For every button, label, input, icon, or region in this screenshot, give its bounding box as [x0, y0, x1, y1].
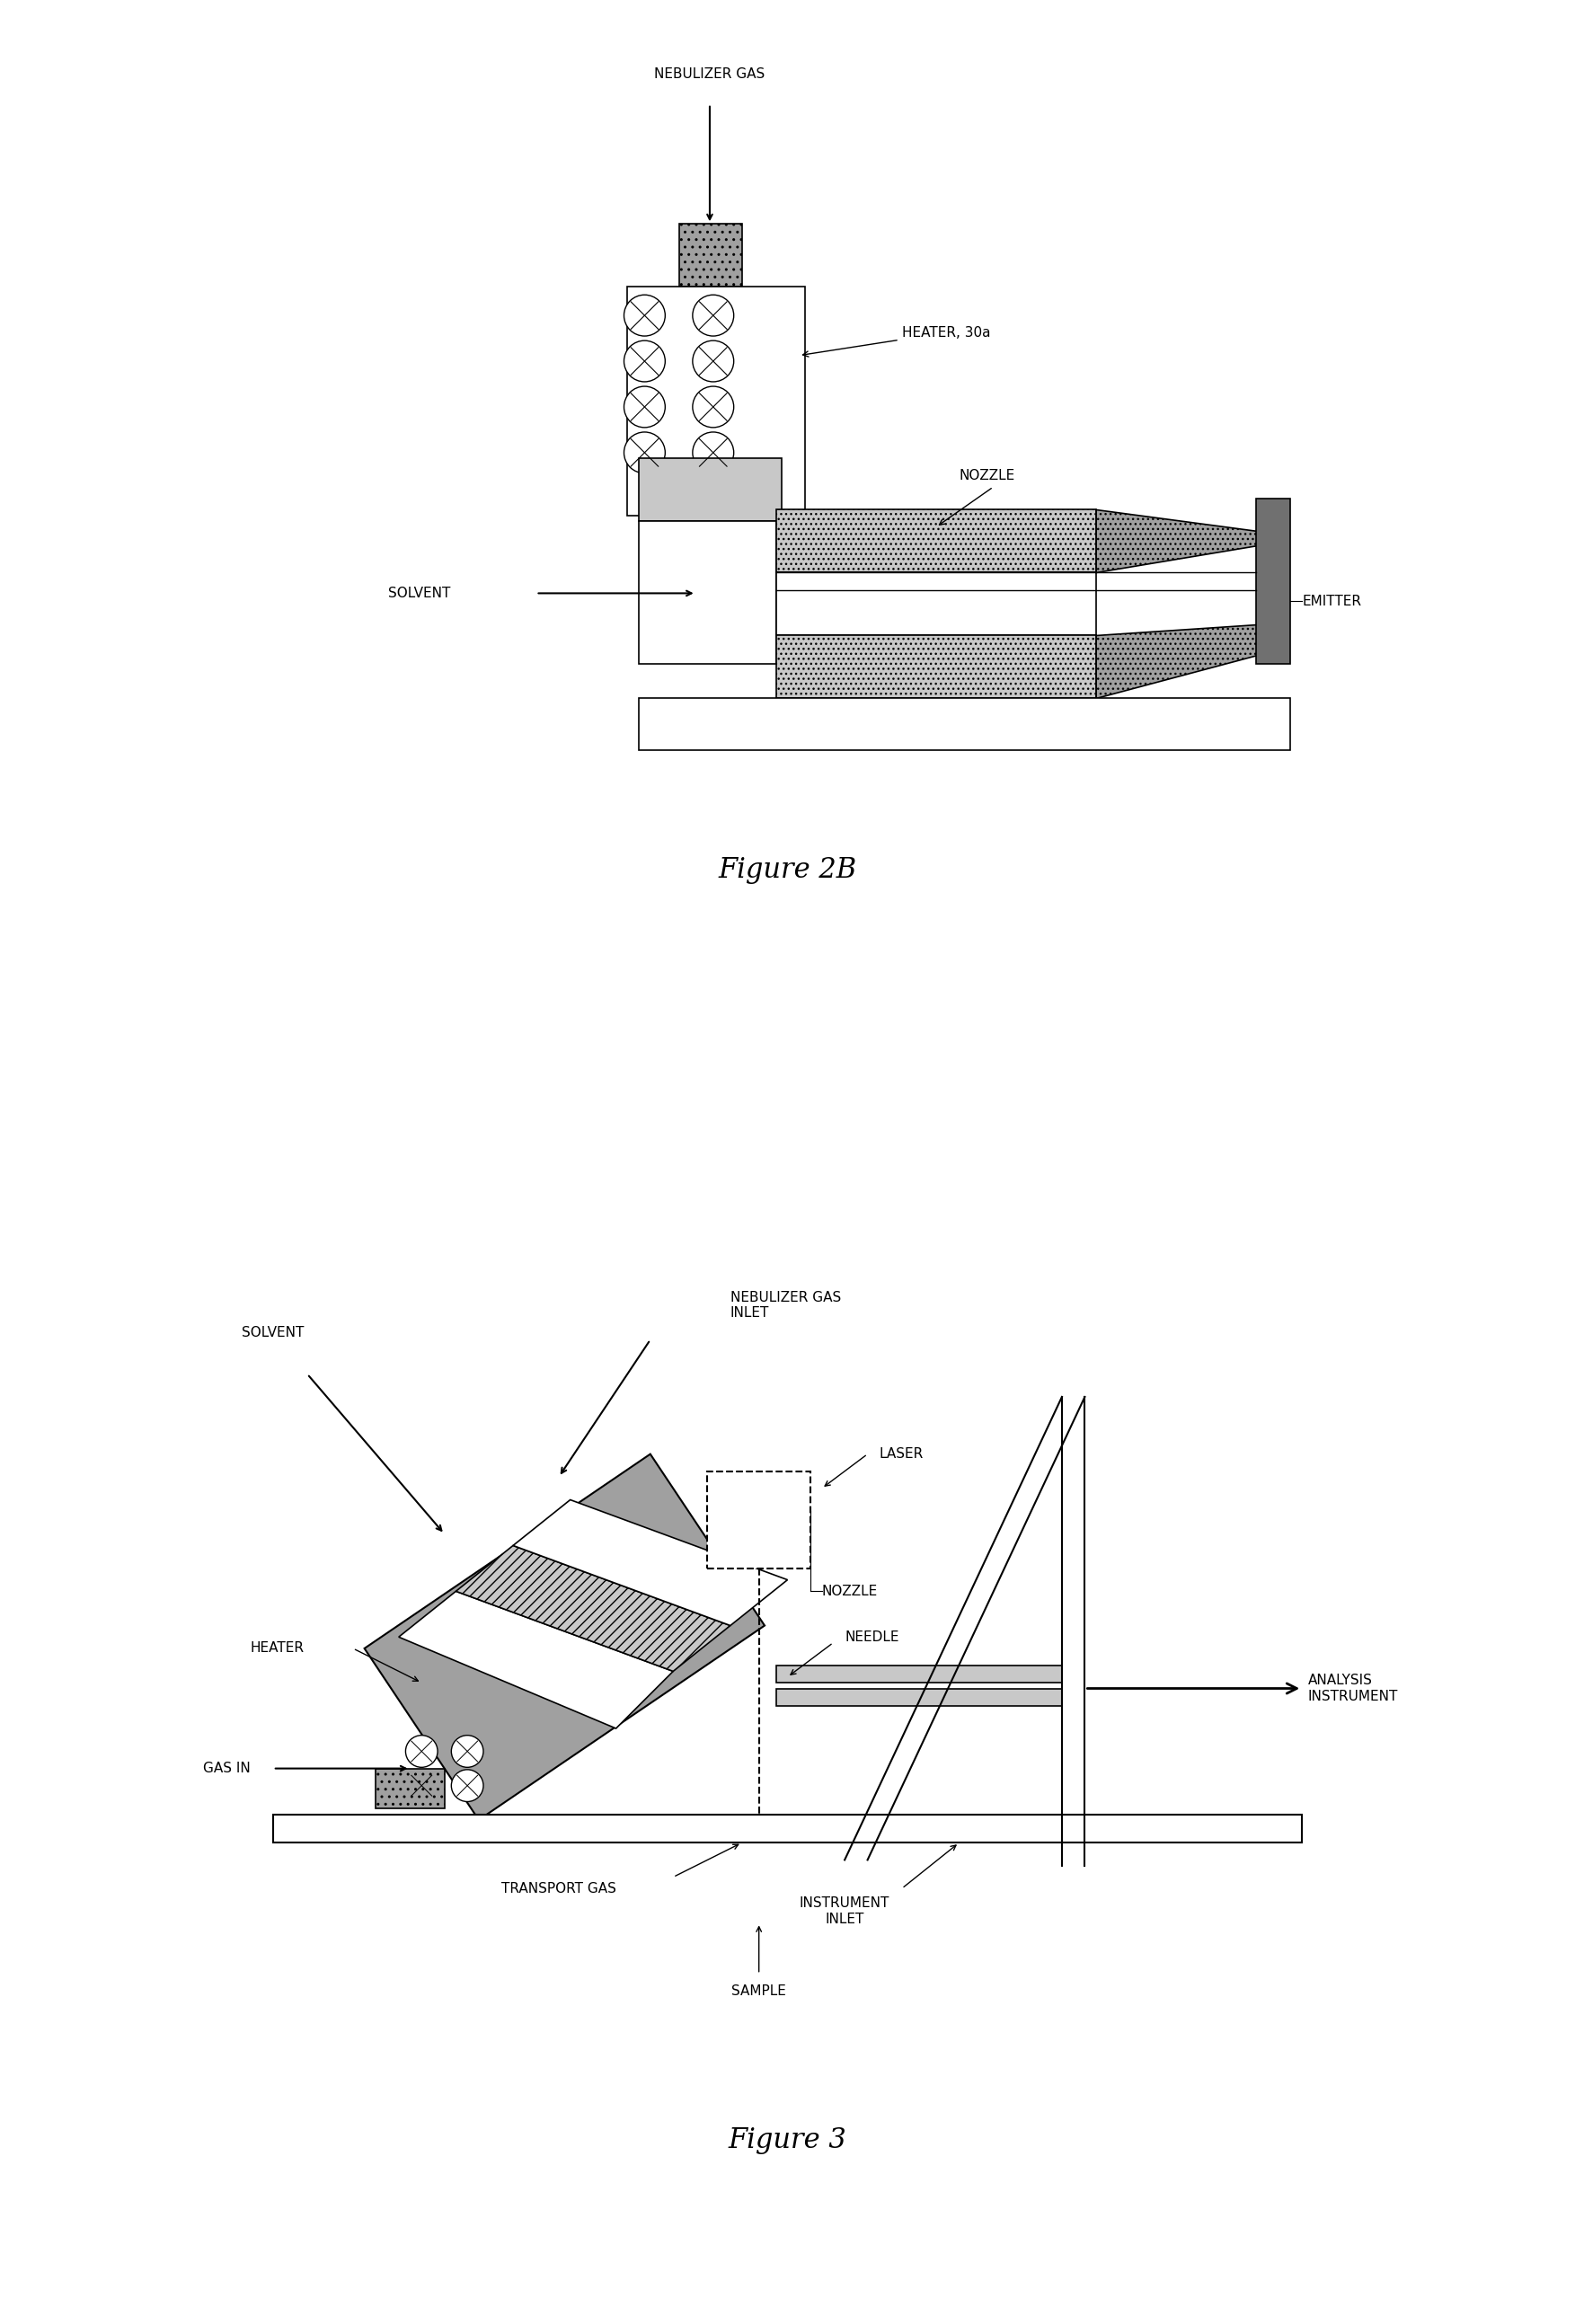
- Bar: [639, 521, 776, 665]
- Circle shape: [452, 1769, 484, 1801]
- Circle shape: [624, 295, 665, 337]
- Text: NOZZLE: NOZZLE: [959, 469, 1014, 483]
- Text: SOLVENT: SOLVENT: [243, 1327, 304, 1339]
- Circle shape: [624, 342, 665, 381]
- Text: EMITTER: EMITTER: [1303, 595, 1361, 609]
- Bar: [627, 286, 805, 516]
- Bar: [776, 1690, 1062, 1706]
- Bar: [639, 458, 781, 521]
- Circle shape: [406, 1736, 438, 1766]
- Text: NEEDLE: NEEDLE: [844, 1629, 899, 1643]
- Circle shape: [693, 342, 734, 381]
- Bar: [679, 223, 742, 286]
- Bar: [776, 572, 1096, 634]
- Polygon shape: [364, 1455, 764, 1820]
- Bar: [1257, 497, 1290, 665]
- Text: NEBULIZER GAS
INLET: NEBULIZER GAS INLET: [731, 1290, 841, 1320]
- Circle shape: [693, 432, 734, 474]
- Polygon shape: [1096, 625, 1268, 700]
- Text: HEATER, 30a: HEATER, 30a: [803, 325, 991, 358]
- Circle shape: [693, 295, 734, 337]
- Bar: [776, 634, 1096, 700]
- FancyBboxPatch shape: [707, 1471, 811, 1569]
- Text: NOZZLE: NOZZLE: [822, 1585, 877, 1599]
- Bar: [376, 1769, 444, 1808]
- Text: INSTRUMENT
INLET: INSTRUMENT INLET: [800, 1896, 890, 1927]
- Text: NEBULIZER GAS: NEBULIZER GAS: [654, 67, 765, 81]
- Text: HEATER: HEATER: [250, 1641, 304, 1655]
- Text: Figure 3: Figure 3: [728, 2126, 847, 2154]
- Bar: [776, 1666, 1062, 1683]
- Text: LASER: LASER: [879, 1448, 923, 1462]
- Circle shape: [452, 1736, 484, 1766]
- Circle shape: [406, 1769, 438, 1801]
- Text: GAS IN: GAS IN: [203, 1762, 250, 1776]
- Bar: [639, 700, 1290, 751]
- Bar: [272, 1815, 1303, 1843]
- Polygon shape: [513, 1499, 788, 1624]
- Text: ANALYSIS
INSTRUMENT: ANALYSIS INSTRUMENT: [1307, 1673, 1399, 1703]
- Bar: [776, 509, 1096, 572]
- Circle shape: [624, 432, 665, 474]
- Polygon shape: [398, 1592, 673, 1729]
- Text: SOLVENT: SOLVENT: [387, 586, 450, 600]
- Circle shape: [693, 386, 734, 428]
- Circle shape: [624, 386, 665, 428]
- Polygon shape: [455, 1545, 731, 1671]
- Text: SAMPLE: SAMPLE: [731, 1985, 786, 1999]
- Text: TRANSPORT GAS: TRANSPORT GAS: [501, 1882, 616, 1896]
- Text: Figure 2B: Figure 2B: [718, 855, 857, 883]
- Polygon shape: [1096, 509, 1268, 572]
